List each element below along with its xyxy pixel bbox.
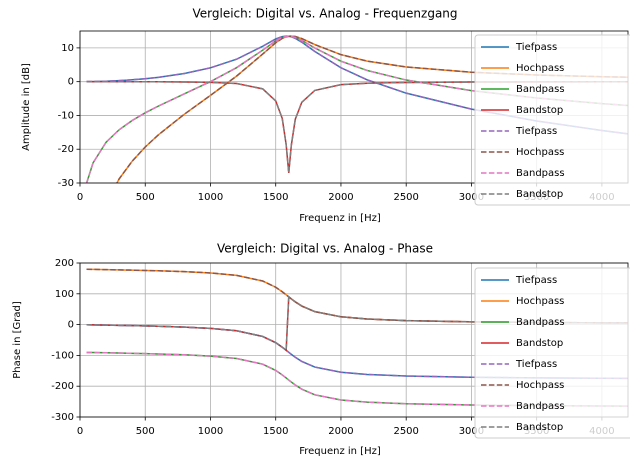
series-line (86, 351, 628, 407)
x-tick-label: 500 (136, 192, 155, 203)
y-tick-label: 100 (55, 289, 74, 300)
legend-label: Bandpass (516, 317, 565, 328)
legend-label: Bandstop (516, 189, 563, 200)
legend-box (474, 34, 630, 206)
legend-label: Bandstop (516, 422, 563, 433)
y-tick-label: -100 (51, 350, 74, 361)
legend-label: Bandpass (516, 401, 565, 412)
x-tick-label: 2500 (393, 426, 418, 437)
y-tick-label: -10 (58, 110, 74, 121)
legend-label: Hochpass (516, 147, 564, 158)
legend-label: Tiefpass (515, 359, 557, 370)
x-axis-label: Frequenz in [Hz] (299, 213, 381, 224)
legend-label: Bandpass (516, 168, 565, 179)
legend-label: Bandstop (516, 105, 563, 116)
series-line (86, 268, 628, 324)
legend-label: Hochpass (516, 380, 564, 391)
y-tick-label: -20 (58, 144, 74, 155)
legend-label: Tiefpass (515, 126, 557, 137)
chart-title: Vergleich: Digital vs. Analog - Phase (217, 242, 433, 256)
legend: Tiefpass Hochpass Bandpass Bandstop Tiefpass… (474, 267, 630, 439)
x-tick-label: 500 (136, 426, 155, 437)
y-tick-label: 0 (68, 77, 74, 88)
y-tick-label: 10 (61, 43, 74, 54)
x-tick-label: 2000 (328, 426, 353, 437)
y-tick-label: 200 (55, 258, 74, 269)
series-line (86, 80, 628, 173)
y-tick-label: -200 (51, 381, 74, 392)
x-tick-label: 1500 (263, 192, 288, 203)
legend-label: Bandpass (516, 84, 565, 95)
legend-label: Bandstop (516, 338, 563, 349)
legend-label: Tiefpass (515, 42, 557, 53)
legend-label: Hochpass (516, 63, 564, 74)
series-line (85, 35, 628, 183)
plot-area (86, 268, 628, 407)
subplot: Vergleich: Digital vs. Analog - Phase Fre… (12, 242, 629, 457)
legend-label: Tiefpass (515, 275, 557, 286)
x-tick-label: 3000 (459, 192, 484, 203)
legend-box (474, 267, 630, 439)
x-tick-label: 1500 (263, 426, 288, 437)
chart-title: Vergleich: Digital vs. Analog - Frequenz… (192, 7, 457, 21)
y-axis-label: Phase in [Grad] (12, 301, 23, 379)
y-tick-label: -30 (58, 178, 74, 189)
y-axis-label: Amplitude in [dB] (21, 63, 32, 151)
x-tick-label: 3000 (459, 426, 484, 437)
x-tick-label: 2500 (393, 192, 418, 203)
series-line (86, 295, 628, 352)
legend: Tiefpass Hochpass Bandpass Bandstop Tiefpass… (474, 34, 630, 206)
x-tick-label: 0 (77, 192, 83, 203)
series-line (116, 35, 628, 183)
x-tick-label: 1000 (198, 192, 223, 203)
y-tick-label: 0 (68, 320, 74, 331)
plot-area (85, 35, 628, 183)
y-tick-label: -300 (51, 412, 74, 423)
legend-label: Hochpass (516, 296, 564, 307)
x-tick-label: 0 (77, 426, 83, 437)
x-tick-label: 1000 (198, 426, 223, 437)
x-tick-label: 2000 (328, 192, 353, 203)
x-axis-label: Frequenz in [Hz] (299, 446, 381, 457)
